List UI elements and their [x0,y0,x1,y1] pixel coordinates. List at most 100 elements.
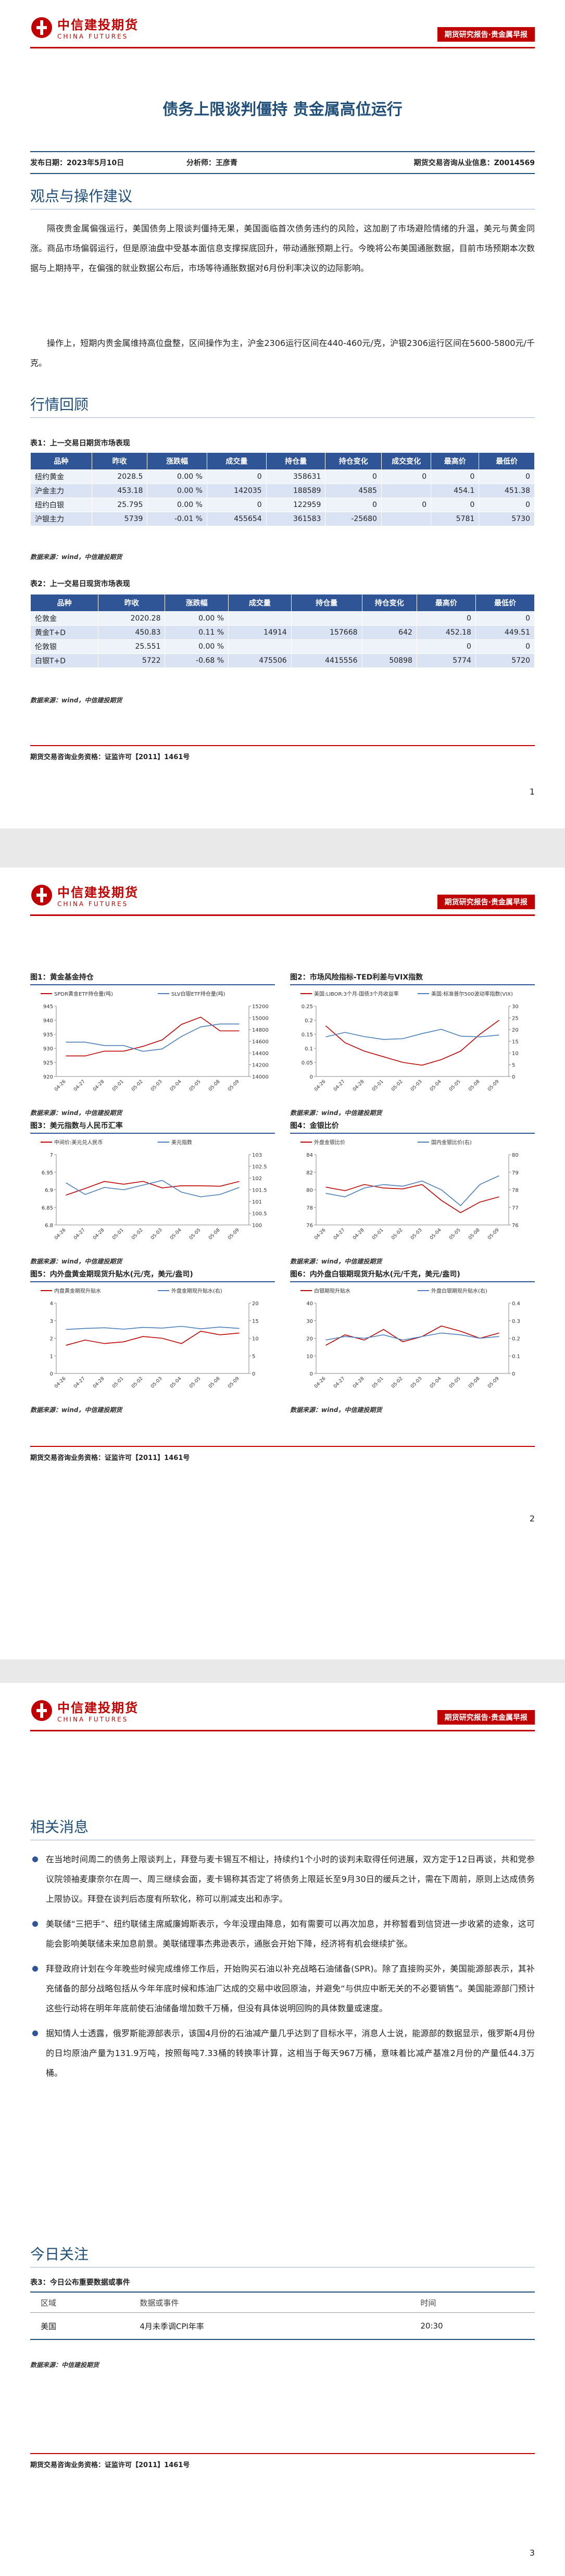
table-cell: 25.795 [91,498,148,512]
y-tick-label: 10 [306,1354,313,1359]
table-cell: 361583 [266,512,326,526]
y2-tick-label: 0 [252,1371,255,1377]
x-tick-label: 05-09 [227,1079,241,1093]
y2-tick-label: 102.5 [252,1165,267,1170]
table-row: 白银T+D 5722 -0.68 % 475506 4415556 50898 5774 57… [30,653,535,668]
report-type: 期货研究报告·贵金属早报 [437,1710,535,1725]
report-type: 期货研究报告·贵金属早报 [437,895,535,909]
table-cell: 142035 [206,484,267,498]
column-header: 品种 [30,452,92,470]
x-tick-label: 05-09 [227,1376,241,1390]
y-tick-label: 0 [310,1074,313,1080]
y2-tick-label: 5 [252,1354,255,1359]
table-cell: 0 [206,498,267,512]
table-cell: 449.51 [475,625,535,640]
column-header: 时间 [410,2292,535,2313]
chart: 美国:LIBOR:3个月-国债3个月收益率 美国:标准普尔500波动率指数(VIX… [300,990,519,1093]
figure-title: 图3：美元指数与人民币汇率 [30,1120,275,1134]
news-item: 拜登政府计划在今年晚些时候完成维修工作后，开始购买石油以补充战略石油储备(SPR… [30,1959,535,2018]
table-cell: 2020.28 [98,611,166,626]
y2-tick-label: 0.4 [512,1301,520,1307]
x-tick-label: 04-28 [92,1079,106,1093]
y2-tick-label: 0.1 [512,1354,520,1359]
x-tick-label: 04-28 [92,1228,106,1241]
column-header: 数据或事件 [129,2292,410,2313]
x-tick-label: 05-08 [468,1079,481,1093]
x-tick-label: 04-28 [352,1079,366,1093]
page: 中信建投期货 CHINA FUTURES 期货研究报告·贵金属早报 债务上限谈判僵… [0,0,565,828]
series-line [66,1017,240,1057]
legend-label: 美国:标准普尔500波动率指数(VIX) [431,990,513,997]
x-tick-label: 05-01 [111,1079,125,1093]
news-item: 美联储“三把手”、纽约联储主席威廉姆斯表示，今年没理由降息，如有需要可以再次加息… [30,1914,535,1954]
logo-bar [40,20,43,35]
table-cell: 451.38 [479,484,535,498]
legend-label: 内盘黄金期现升贴水 [54,1287,101,1294]
y2-tick-label: 103 [252,1153,262,1158]
table-row: 伦敦银 25.551 0.00 % 0 0 [30,639,535,654]
y-tick-label: 78 [306,1205,313,1211]
table-cell: 0 [475,611,535,626]
x-tick-label: 05-03 [410,1228,423,1241]
column-header: 涨跌幅 [147,452,207,470]
logo-mark [31,17,52,38]
y2-tick-label: 25 [512,1016,519,1022]
table-cell: 纽约黄金 [30,469,92,484]
x-tick-label: 05-04 [429,1376,443,1390]
y2-tick-label: 15 [512,1039,519,1045]
table-row: 黄金T+D 450.83 0.11 % 14914 157668 642 452.18 449… [30,625,535,640]
table-row: 沪银主力 5739 -0.01 % 455654 361583 -25680 5781 573… [30,512,535,526]
series-line [325,1020,499,1066]
column-header: 昨收 [98,594,166,612]
table-caption: 表3：今日公布重要数据或事件 [30,2278,130,2287]
series-line [66,1023,240,1052]
y2-tick-label: 15000 [252,1016,269,1022]
x-tick-label: 05-02 [391,1376,404,1390]
y-tick-label: 1 [50,1354,53,1359]
report-type: 期货研究报告·贵金属早报 [437,27,535,42]
table-cell: 454.1 [431,484,480,498]
logo: 中信建投期货 CHINA FUTURES [30,882,139,908]
table-cell: -25680 [325,512,382,526]
section-heading: 行情回顾 [30,393,535,418]
logo: 中信建投期货 CHINA FUTURES [30,1698,139,1723]
table-cell: 0.00 % [147,469,207,484]
y-tick-label: 76 [306,1223,313,1229]
x-tick-label: 05-05 [448,1376,462,1390]
x-tick-label: 05-04 [169,1079,183,1093]
figure: 图4：金银比价 外盘金银比价 国内金银比价(右) 76 78 80 82 84 76 77 78 79… [290,1120,535,1266]
x-tick-label: 05-02 [131,1079,144,1093]
y2-tick-label: 30 [512,1004,519,1010]
table-cell: 0 [325,498,382,512]
legend-label: 美元指数 [171,1139,192,1146]
table-cell: 122959 [266,498,326,512]
source: 数据来源：wind，中信建投期货 [290,1406,382,1414]
y-tick-label: 80 [306,1188,313,1194]
table-cell: 美国 [41,2321,57,2331]
header-rule [30,914,535,916]
table-row: 伦敦金 2020.28 0.00 % 0 0 [30,611,535,626]
company-name-en: CHINA FUTURES [57,33,129,40]
column-header: 最低价 [479,452,535,470]
x-tick-label: 04-27 [333,1376,346,1390]
figure-title: 图6：内外盘白银期现货升贴水(元/千克，美元/盎司) [290,1269,535,1282]
column-header: 最高价 [431,452,480,470]
source: 数据来源：wind，中信建投期货 [30,553,122,561]
y2-tick-label: 15200 [252,1004,269,1010]
x-tick-label: 05-04 [169,1228,183,1241]
chart: 白银期现升贴水 外盘白银期现升贴水(右) 0 10 20 30 40 0 0.1 0.2 0.3 0.… [300,1287,520,1390]
y2-tick-label: 14800 [252,1027,269,1033]
logo-text: 中信建投期货 CHINA FUTURES [57,15,139,40]
source: 数据来源：wind，中信建投期货 [290,1258,382,1265]
table-cell [228,639,292,654]
table-row: 美国 4月未季调CPI年率 20:30 [30,2313,535,2340]
y-tick-label: 40 [306,1301,313,1307]
y-tick-label: 935 [43,1032,53,1038]
logo-mark [31,1700,52,1721]
figure-title: 图4：金银比价 [290,1120,535,1134]
figure-title: 图5：内外盘黄金期现货升贴水(元/克，美元/盎司) [30,1269,275,1282]
table-cell: 4月未季调CPI年率 [140,2321,204,2331]
x-tick-label: 04-27 [73,1228,86,1241]
x-tick-label: 05-03 [150,1376,164,1390]
footer: 期货交易咨询业务资格：证监许可【2011】1461号 [30,745,535,761]
